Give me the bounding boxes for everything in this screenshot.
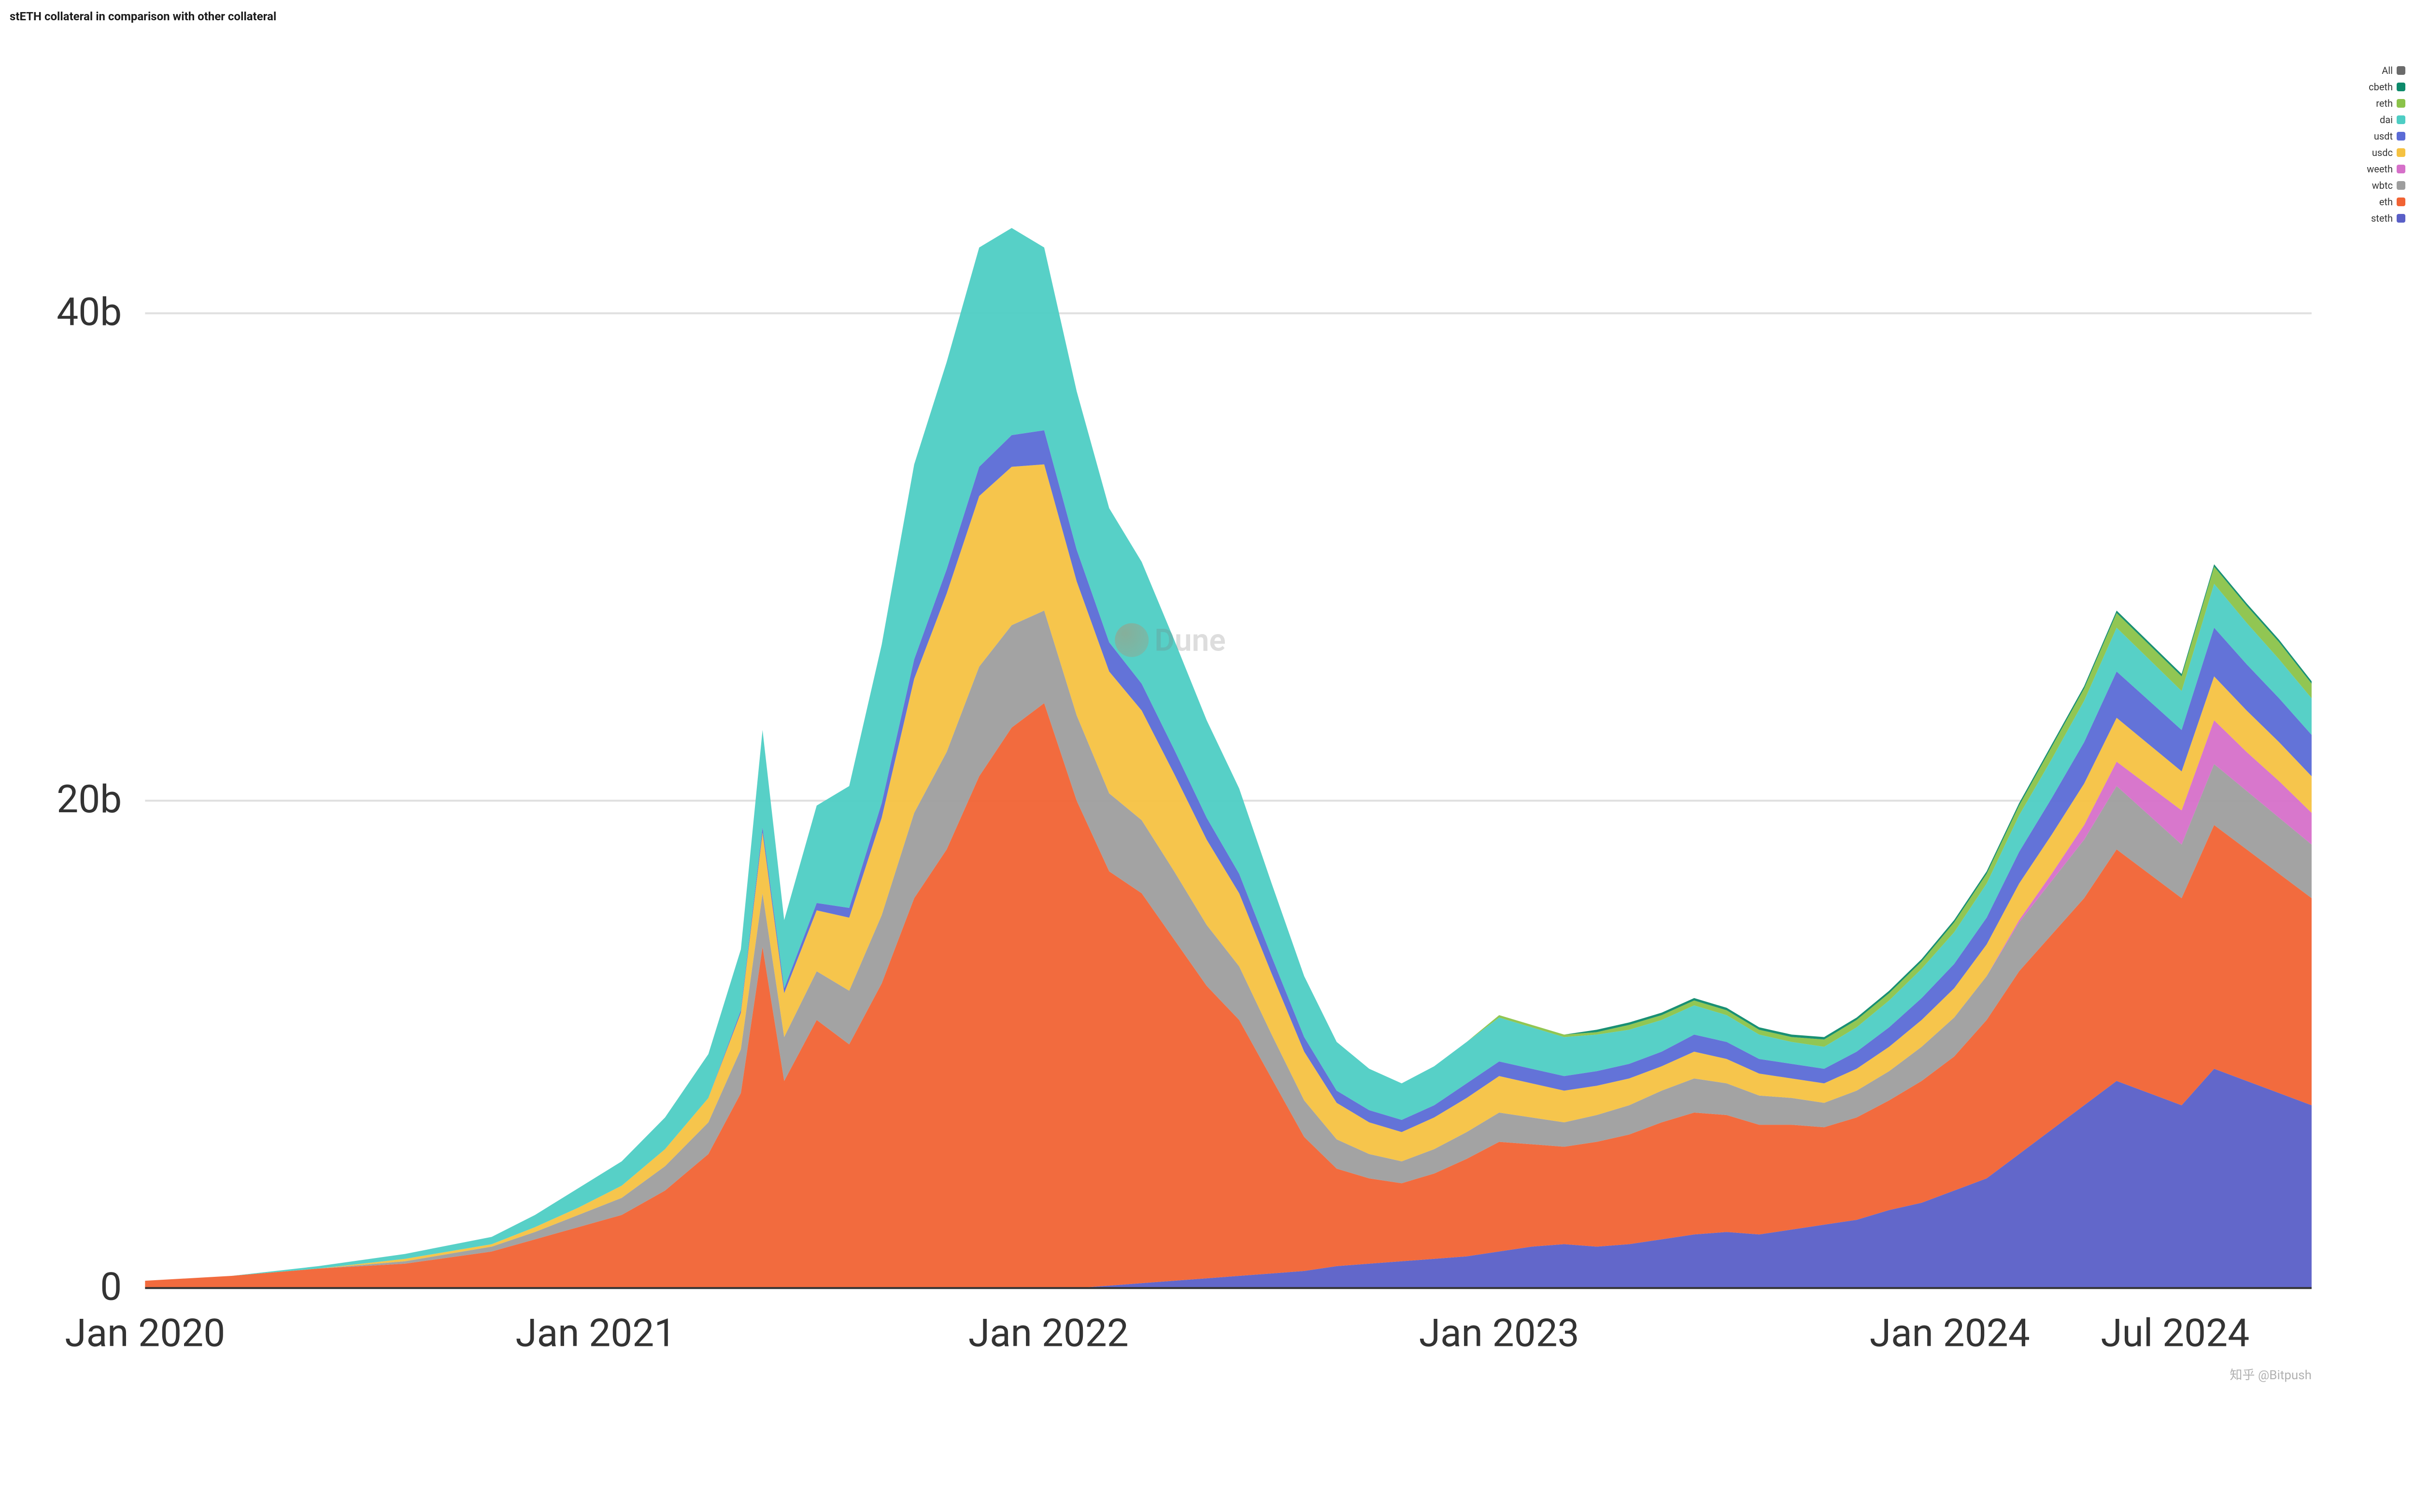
svg-text:Jan 2021: Jan 2021 <box>515 1310 676 1356</box>
legend-label: usdt <box>2374 130 2393 142</box>
legend-label: wbtc <box>2372 180 2393 191</box>
legend-label: usdc <box>2372 147 2393 158</box>
svg-text:0: 0 <box>100 1264 122 1309</box>
svg-text:Jan 2024: Jan 2024 <box>1870 1310 2030 1356</box>
legend-item-usdt[interactable]: usdt <box>2343 130 2405 142</box>
legend-item-cbeth[interactable]: cbeth <box>2343 81 2405 93</box>
svg-text:40b: 40b <box>57 289 122 335</box>
legend-swatch <box>2397 165 2405 173</box>
legend: All cbeth reth dai usdt usdc weeth wbtc eth steth <box>2343 31 2405 229</box>
svg-text:Jan 2020: Jan 2020 <box>65 1310 225 1356</box>
svg-text:20b: 20b <box>57 777 122 822</box>
legend-label: dai <box>2380 114 2393 126</box>
legend-swatch <box>2397 214 2405 223</box>
legend-swatch <box>2397 198 2405 206</box>
svg-text:Jul 2024: Jul 2024 <box>2101 1310 2249 1356</box>
legend-item-steth[interactable]: steth <box>2343 212 2405 224</box>
footer-watermark: 知乎 @Bitpush <box>2230 1365 2312 1383</box>
legend-item-all[interactable]: All <box>2343 65 2405 76</box>
legend-swatch <box>2397 83 2405 91</box>
chart-wrap: 0 20b 40b Jan 2020 Jan 2021 Jan 2022 Jan 2023 J… <box>10 31 2405 1385</box>
legend-swatch <box>2397 115 2405 124</box>
svg-text:Jan 2022: Jan 2022 <box>968 1310 1129 1356</box>
svg-text:Jan 2023: Jan 2023 <box>1419 1310 1579 1356</box>
legend-label: steth <box>2371 212 2393 224</box>
legend-swatch <box>2397 66 2405 75</box>
legend-item-dai[interactable]: dai <box>2343 114 2405 126</box>
legend-item-weeth[interactable]: weeth <box>2343 163 2405 175</box>
legend-item-wbtc[interactable]: wbtc <box>2343 180 2405 191</box>
legend-label: weeth <box>2367 163 2393 175</box>
legend-swatch <box>2397 148 2405 157</box>
legend-swatch <box>2397 99 2405 108</box>
legend-label: cbeth <box>2369 81 2393 93</box>
chart-title: stETH collateral in comparison with othe… <box>10 10 2405 23</box>
legend-label: All <box>2382 65 2393 76</box>
stacked-area-chart: 0 20b 40b Jan 2020 Jan 2021 Jan 2022 Jan 2023 J… <box>10 31 2331 1385</box>
legend-label: reth <box>2376 98 2393 109</box>
legend-item-reth[interactable]: reth <box>2343 98 2405 109</box>
chart-plot-area: 0 20b 40b Jan 2020 Jan 2021 Jan 2022 Jan 2023 J… <box>10 31 2331 1385</box>
legend-swatch <box>2397 132 2405 141</box>
legend-item-eth[interactable]: eth <box>2343 196 2405 208</box>
legend-swatch <box>2397 181 2405 190</box>
legend-label: eth <box>2379 196 2393 208</box>
legend-item-usdc[interactable]: usdc <box>2343 147 2405 158</box>
